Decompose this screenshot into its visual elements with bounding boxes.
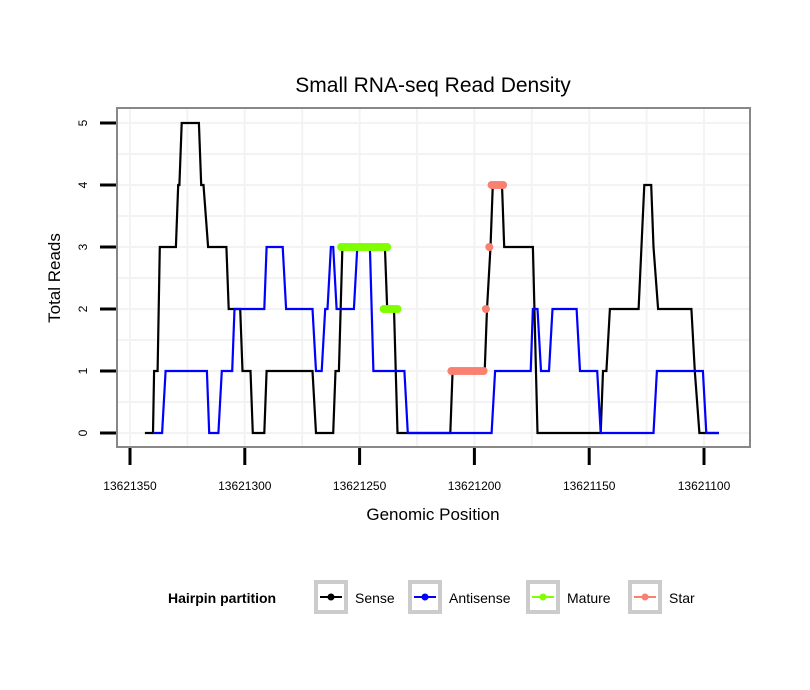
y-tick-label: 3 [76,243,90,250]
legend-label: Star [669,590,695,606]
y-axis: 0 1 2 3 4 5 [76,119,116,436]
x-axis: 13621350 13621300 13621250 13621200 13621150… [103,448,731,493]
legend-title: Hairpin partition [168,590,276,606]
x-tick-label: 13621350 [103,479,157,493]
x-tick-label: 13621150 [563,479,616,493]
series-star [447,181,508,375]
y-tick-label: 2 [76,305,90,312]
series-mature [337,243,402,313]
data-point-star [499,181,508,189]
y-tick-label: 1 [76,367,90,374]
legend-item-star: Star [628,580,695,614]
legend-item-antisense: Antisense [408,580,511,614]
x-tick-label: 13621100 [678,479,731,493]
y-tick-label: 0 [76,429,90,436]
plot-panel-border [116,107,751,448]
series-line-antisense [153,245,719,435]
x-tick-label: 13621300 [218,479,272,493]
x-axis-title: Genomic Position [366,505,499,524]
legend-label: Antisense [449,590,511,606]
x-tick-label: 13621200 [448,479,502,493]
series-antisense [153,245,719,435]
plot-panel [116,107,751,448]
legend-key-point [421,593,429,601]
data-point-mature [383,243,392,251]
data-point-star [485,243,494,251]
y-tick-label: 5 [76,119,90,126]
legend: Hairpin partition Sense Antisense Mature St… [168,580,695,614]
legend-key-point [641,593,649,601]
legend-items: Sense Antisense Mature Star [314,580,695,614]
legend-label: Mature [567,590,611,606]
y-axis-title: Total Reads [45,233,64,323]
chart-title: Small RNA-seq Read Density [295,74,571,97]
y-tick-label: 4 [76,181,90,188]
data-point-star [479,367,488,375]
data-point-mature [393,305,402,313]
legend-label: Sense [355,590,395,606]
legend-item-sense: Sense [314,580,395,614]
x-tick-label: 13621250 [333,479,387,493]
legend-item-mature: Mature [526,580,611,614]
legend-key-point [539,593,547,601]
legend-key-point [327,593,335,601]
series-layer [144,121,719,435]
data-point-star [481,305,490,313]
